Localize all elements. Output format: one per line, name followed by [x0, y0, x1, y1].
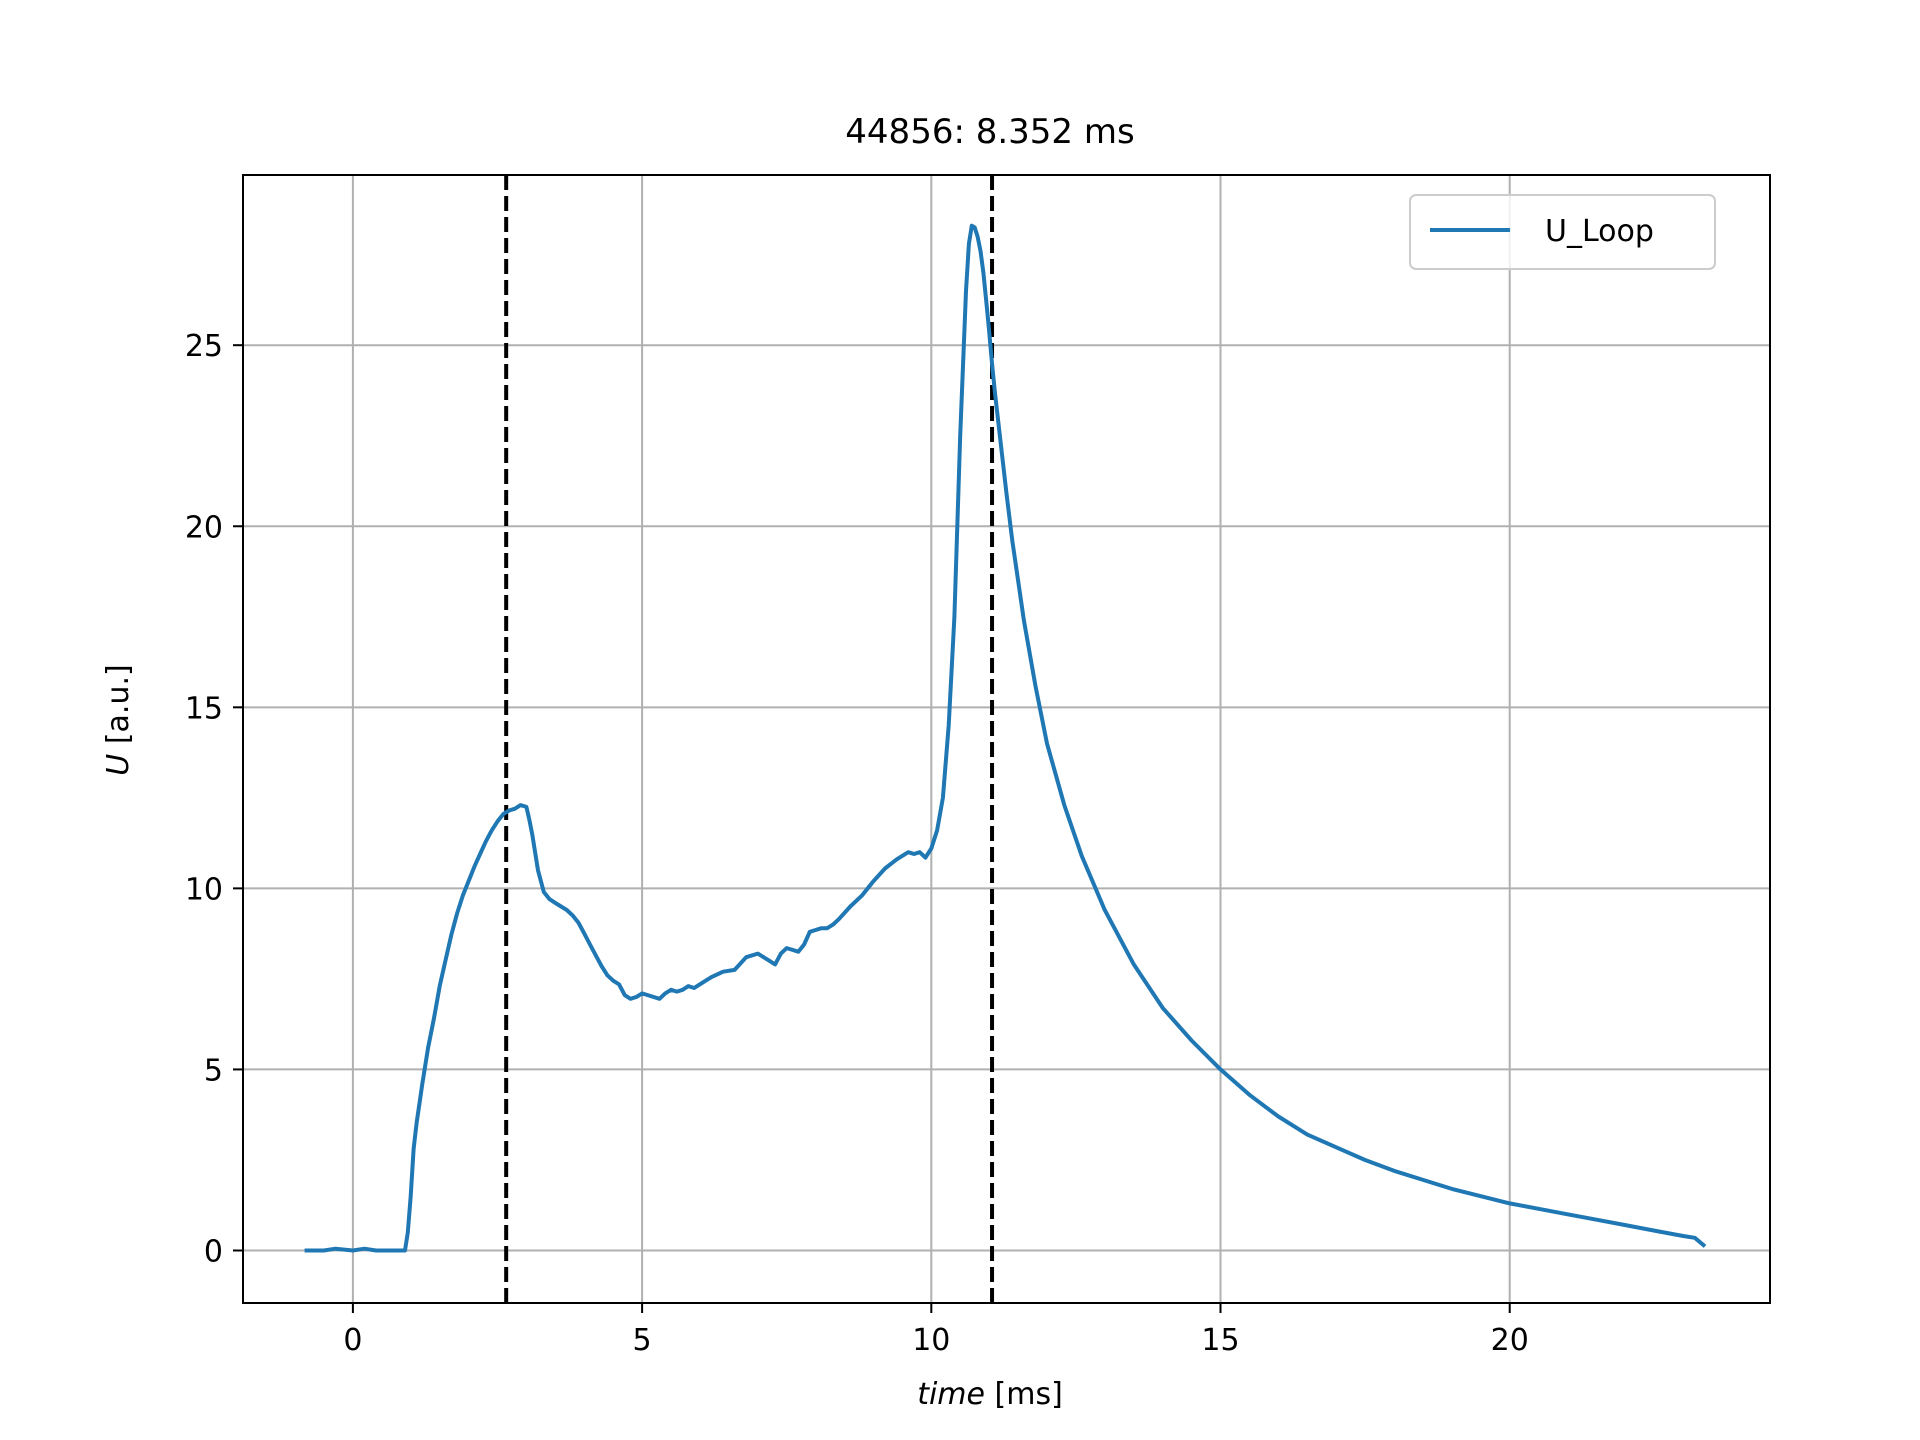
grid-lines: [243, 175, 1770, 1303]
chart-title: 44856: 8.352 ms: [845, 112, 1134, 152]
x-axis-label: time [ms]: [917, 1377, 1063, 1412]
x-tick-label: 15: [1201, 1323, 1239, 1358]
x-tick-label: 0: [343, 1323, 362, 1358]
x-axis-ticks: 0 5 10 15 20: [343, 1303, 1529, 1358]
x-tick-label: 20: [1491, 1323, 1529, 1358]
plot-area-frame: [242, 174, 1771, 1304]
y-tick-label: 0: [204, 1234, 223, 1269]
legend-box: [1409, 194, 1716, 270]
series-line-u-loop: [304, 223, 1707, 1253]
series-group: [304, 223, 1707, 1253]
y-axis-label: U [a.u.]: [101, 664, 136, 775]
y-axis-label-variable: U: [101, 754, 136, 776]
y-tick-label: 20: [185, 510, 223, 545]
legend: U_Loop: [1409, 194, 1716, 270]
x-axis-label-unit: [ms]: [985, 1377, 1063, 1412]
y-tick-label: 10: [185, 872, 223, 907]
x-tick-label: 10: [912, 1323, 950, 1358]
y-tick-label: 5: [204, 1053, 223, 1088]
legend-label-u-loop: U_Loop: [1545, 214, 1654, 249]
x-axis-label-variable: time: [917, 1377, 985, 1412]
y-axis-label-unit: [a.u.]: [101, 664, 136, 753]
x-tick-label: 5: [633, 1323, 652, 1358]
y-tick-label: 25: [185, 329, 223, 364]
y-tick-label: 15: [185, 691, 223, 726]
y-axis-ticks: 0 5 10 15 20 25: [185, 329, 243, 1269]
